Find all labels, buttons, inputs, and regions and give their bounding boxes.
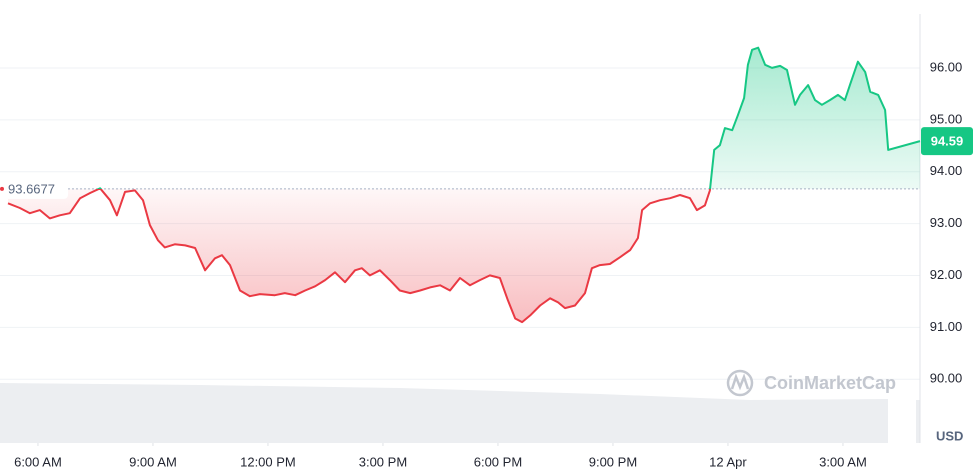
price-area xyxy=(8,47,920,323)
y-tick-label: 90.00 xyxy=(930,371,963,386)
x-tick-label: 3:00 PM xyxy=(359,454,407,469)
x-tick-label: 9:00 PM xyxy=(589,454,637,469)
x-tick-label: 6:00 PM xyxy=(474,454,522,469)
x-tick-label: 3:00 AM xyxy=(819,454,867,469)
baseline-label: 93.6677 xyxy=(8,181,55,196)
baseline-label-bg xyxy=(4,178,68,199)
x-tick-label: 12:00 PM xyxy=(240,454,296,469)
watermark: CoinMarketCap xyxy=(726,369,896,397)
y-tick-label: 91.00 xyxy=(930,319,963,334)
x-tick-label: 12 Apr xyxy=(709,454,747,469)
price-tag-label: 94.59 xyxy=(931,134,964,149)
x-tick-label: 9:00 AM xyxy=(129,454,177,469)
y-tick-label: 94.00 xyxy=(930,163,963,178)
y-tick-label: 95.00 xyxy=(930,111,963,126)
volume-area xyxy=(0,383,888,443)
baseline-dot xyxy=(0,186,4,191)
x-tick-label: 6:00 AM xyxy=(14,454,62,469)
price-tag xyxy=(921,127,973,156)
price-line xyxy=(7,46,921,324)
currency-label: USD xyxy=(936,428,963,443)
volume-bar xyxy=(916,400,920,443)
y-tick-label: 96.00 xyxy=(930,59,963,74)
plot-layer: 93.6677 94.59 xyxy=(0,46,973,324)
y-tick-label: 92.00 xyxy=(930,267,963,282)
watermark-text: CoinMarketCap xyxy=(764,373,896,393)
y-tick-label: 93.00 xyxy=(930,215,963,230)
